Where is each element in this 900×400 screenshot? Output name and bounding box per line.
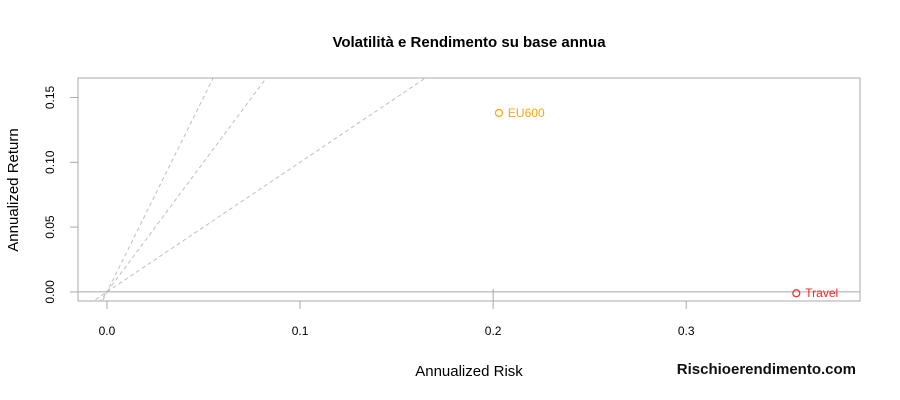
y-tick-label: 0.10 — [43, 150, 57, 174]
y-tick-label: 0.15 — [43, 85, 57, 109]
point-label-travel: Travel — [805, 286, 838, 300]
x-tick-label: 0.1 — [292, 324, 309, 338]
x-tick-label: 0.2 — [485, 324, 502, 338]
x-axis-label: Annualized Risk — [415, 363, 523, 380]
reference-lines — [92, 78, 427, 301]
x-tick-label: 0.3 — [678, 324, 695, 338]
chart-title: Volatilità e Rendimento su base annua — [332, 34, 606, 51]
y-tick-label: 0.05 — [43, 215, 57, 239]
reference-line-2 — [99, 78, 267, 301]
point-travel — [792, 289, 801, 298]
plot-box — [77, 77, 861, 302]
point-label-eu600: EU600 — [508, 106, 545, 120]
point-eu600 — [494, 108, 504, 118]
data-points: EU600 Travel — [494, 106, 838, 300]
y-axis: 0.00 0.05 0.10 0.15 — [43, 85, 78, 304]
watermark: Rischioerendimento.com — [677, 361, 856, 378]
x-tick-label: 0.0 — [99, 324, 116, 338]
y-tick-label: 0.00 — [43, 280, 57, 304]
reference-line-1 — [101, 78, 214, 301]
reference-line-3 — [92, 78, 427, 301]
zero-lines — [78, 288, 860, 301]
x-axis: 0.0 0.1 0.2 0.3 — [99, 301, 695, 338]
y-axis-label: Annualized Return — [5, 128, 22, 251]
